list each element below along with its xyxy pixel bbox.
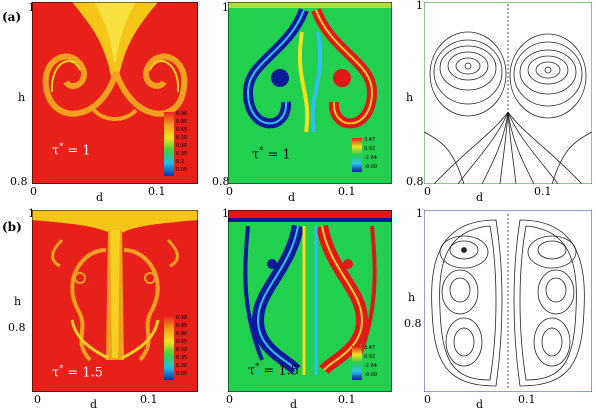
concentration-panel-b: τ* = 1.5 0.98 0.85 0.80 0.65 0.50 0.35 0… xyxy=(32,210,198,392)
colorbar-label: 3.47 xyxy=(364,137,376,143)
streamline-panel-a xyxy=(424,2,592,184)
tau-superscript: * xyxy=(255,362,260,371)
colorbar-label: 0.92 xyxy=(364,146,376,152)
tau-superscript: * xyxy=(59,142,64,151)
x-label: d xyxy=(288,191,296,204)
colorbar-label: 0.50 xyxy=(176,135,188,141)
y-tick-top: 1 xyxy=(416,207,423,220)
row-label-b: (b) xyxy=(2,220,22,234)
tau-symbol: τ xyxy=(248,363,256,379)
tau-superscript: * xyxy=(259,146,264,155)
x-label: d xyxy=(476,398,484,411)
y-tick-top: 1 xyxy=(222,1,229,14)
y-tick-top: 1 xyxy=(222,207,229,220)
colorbar-label: 0.2 xyxy=(176,159,184,165)
colorbar-label: 0.35 xyxy=(176,151,188,157)
tau-value: = 1.5 xyxy=(63,365,104,381)
y-label: h xyxy=(408,291,416,304)
x-tick-1: 0.1 xyxy=(140,393,158,406)
streamline-panel-b xyxy=(424,210,592,392)
tau-label-a-vort: τ* = 1 xyxy=(252,146,291,162)
colorbar-label: -2.64 xyxy=(364,155,377,161)
x-tick-1: 0.1 xyxy=(518,393,536,406)
colorbar-label: 0.92 xyxy=(364,354,376,360)
y-tick-bottom: 0.8 xyxy=(406,175,424,188)
x-label: d xyxy=(90,398,98,411)
x-label: d xyxy=(96,191,104,204)
x-label: d xyxy=(476,191,484,204)
colorbar-label: -0.00 xyxy=(364,164,377,170)
colorbar-conc-a xyxy=(164,112,174,176)
colorbar-label: 0.80 xyxy=(176,119,188,125)
y-tick-bottom: 0.8 xyxy=(212,175,230,188)
colorbar-label: 0.40 xyxy=(176,143,188,149)
y-tick-bottom: 0.8 xyxy=(10,175,28,188)
x-tick-1: 0.1 xyxy=(338,185,356,198)
y-tick-mid: 0.8 xyxy=(8,321,26,334)
colorbar-label: 0.05 xyxy=(176,167,188,173)
colorbar-label: 0.65 xyxy=(176,339,188,345)
y-label: h xyxy=(18,91,26,104)
colorbar-label: -0.00 xyxy=(364,372,377,378)
x-tick-0: 0 xyxy=(424,185,431,198)
x-tick-0: 0 xyxy=(424,393,431,406)
tau-label-b-vort: τ* = 1.5 xyxy=(248,362,299,378)
tau-symbol: τ xyxy=(52,365,60,381)
y-tick-top: 1 xyxy=(416,0,423,12)
colorbar-label: -2.64 xyxy=(364,363,377,369)
colorbar-label: 0.98 xyxy=(176,315,188,321)
row-label-a: (a) xyxy=(2,10,22,24)
concentration-panel-a: τ* = 1 0.98 0.80 0.65 0.50 0.40 0.35 0.2… xyxy=(32,2,198,184)
tau-value: = 1 xyxy=(263,147,291,163)
tau-symbol: τ xyxy=(252,147,260,163)
tau-value: = 1 xyxy=(63,143,91,159)
colorbar-label: 0.50 xyxy=(176,347,188,353)
colorbar-label: 3.47 xyxy=(364,345,376,351)
x-label: d xyxy=(290,398,298,411)
colorbar-vort-a xyxy=(352,138,362,172)
tau-value: = 1.5 xyxy=(259,363,300,379)
y-tick-mid: 0.8 xyxy=(404,317,422,330)
x-tick-1: 0.1 xyxy=(148,185,166,198)
x-tick-0: 0 xyxy=(226,393,233,406)
tau-label-a: τ* = 1 xyxy=(52,142,91,158)
tau-label-b: τ* = 1.5 xyxy=(52,364,103,380)
tau-symbol: τ xyxy=(52,143,60,159)
x-tick-0: 0 xyxy=(30,185,37,198)
x-tick-0: 0 xyxy=(226,185,233,198)
x-tick-1: 0.1 xyxy=(534,185,552,198)
colorbar-conc-b xyxy=(164,316,174,380)
x-tick-0: 0 xyxy=(34,393,41,406)
colorbar-vort-b xyxy=(352,346,362,380)
colorbar-label: 0.20 xyxy=(176,363,188,369)
vorticity-panel-a: τ* = 1 3.47 0.92 -2.64 -0.00 xyxy=(228,2,392,184)
colorbar-label: 0.35 xyxy=(176,355,188,361)
vorticity-panel-b: τ* = 1.5 3.47 0.92 -2.64 -0.00 xyxy=(228,210,392,392)
colorbar-label: 0.85 xyxy=(176,323,188,329)
colorbar-label: 0.98 xyxy=(176,111,188,117)
colorbar-label: 0.05 xyxy=(176,371,188,377)
y-label: h xyxy=(14,295,22,308)
colorbar-label: 0.80 xyxy=(176,331,188,337)
y-label: h xyxy=(406,91,414,104)
tau-superscript: * xyxy=(59,364,64,373)
colorbar-label: 0.65 xyxy=(176,127,188,133)
x-tick-1: 0.1 xyxy=(338,393,356,406)
